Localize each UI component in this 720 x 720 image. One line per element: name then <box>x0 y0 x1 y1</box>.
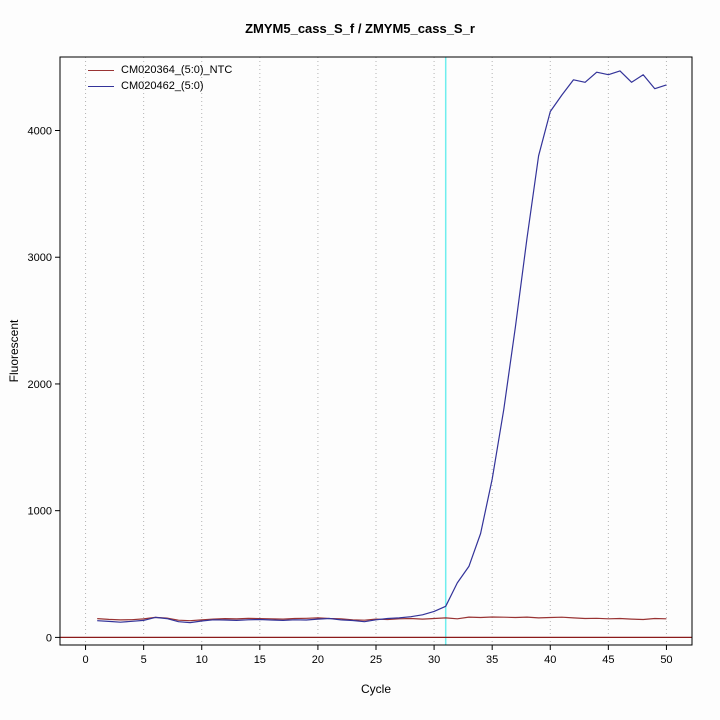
ntc-line-swatch <box>88 69 114 71</box>
legend-label-ntc: CM020364_(5:0)_NTC <box>121 64 233 76</box>
svg-text:30: 30 <box>428 654 440 666</box>
svg-text:15: 15 <box>254 654 266 666</box>
legend: CM020364_(5:0)_NTC CM020462_(5:0) <box>88 63 232 93</box>
svg-text:0: 0 <box>46 632 52 644</box>
svg-text:2000: 2000 <box>28 379 52 391</box>
svg-text:20: 20 <box>312 654 324 666</box>
chart-title: ZMYM5_cass_S_f / ZMYM5_cass_S_r <box>245 21 475 36</box>
svg-text:3000: 3000 <box>28 252 52 264</box>
legend-item-sample: CM020462_(5:0) <box>88 79 232 93</box>
svg-text:1000: 1000 <box>28 506 52 518</box>
svg-text:50: 50 <box>660 654 672 666</box>
svg-text:40: 40 <box>544 654 556 666</box>
svg-text:35: 35 <box>486 654 498 666</box>
x-axis-label: Cycle <box>360 682 392 696</box>
legend-item-ntc: CM020364_(5:0)_NTC <box>88 63 232 77</box>
y-axis-label: Fluorescent <box>7 319 21 383</box>
svg-text:10: 10 <box>196 654 208 666</box>
svg-text:45: 45 <box>602 654 614 666</box>
legend-label-sample: CM020462_(5:0) <box>121 80 204 92</box>
svg-text:25: 25 <box>370 654 382 666</box>
svg-text:4000: 4000 <box>28 126 52 138</box>
svg-text:5: 5 <box>141 654 147 666</box>
svg-text:0: 0 <box>82 654 88 666</box>
sample-line-swatch <box>88 85 114 87</box>
